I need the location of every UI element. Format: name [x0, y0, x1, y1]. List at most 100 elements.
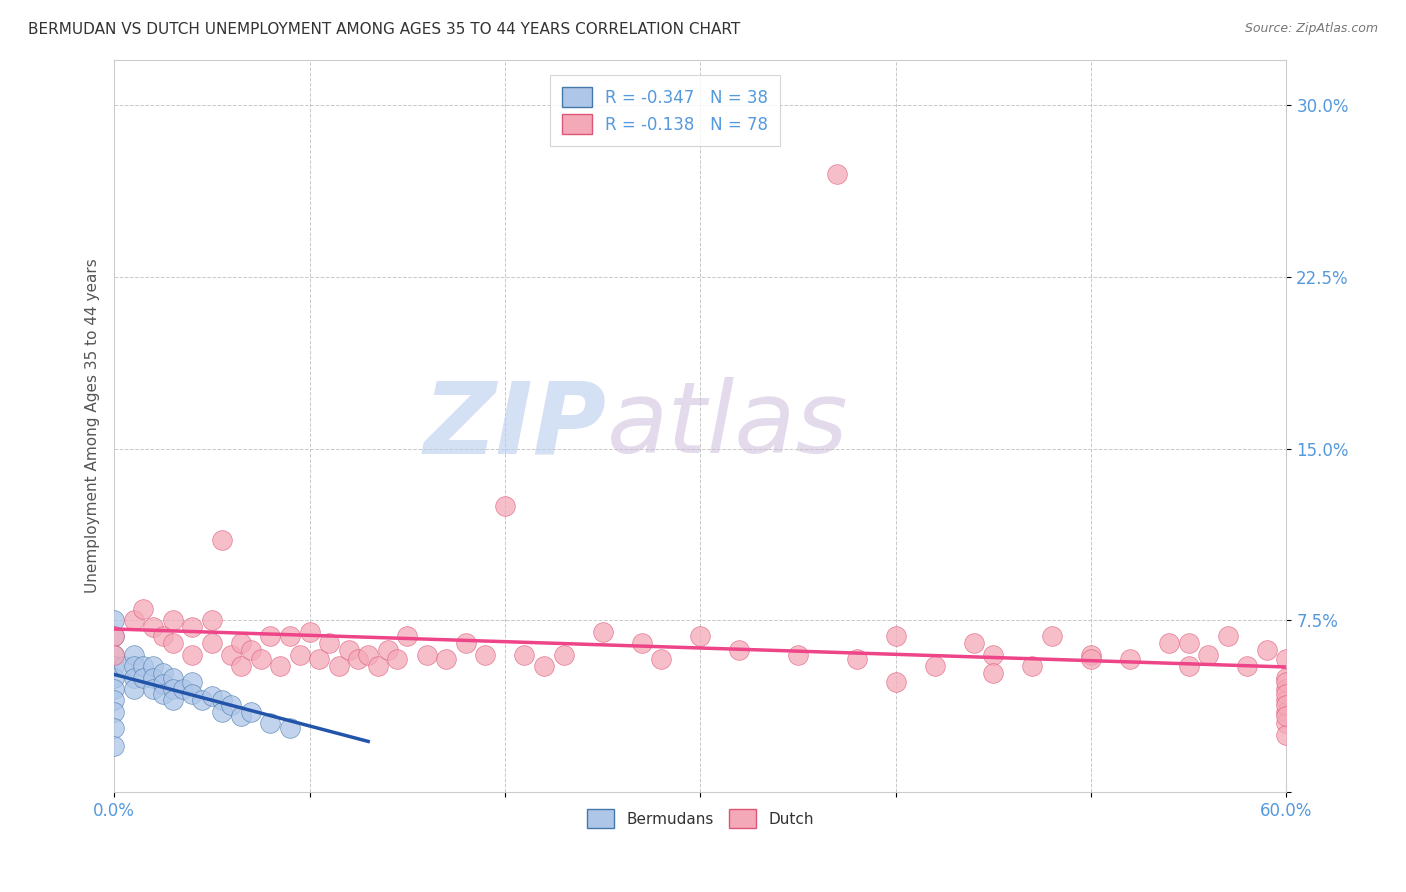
Text: atlas: atlas [606, 377, 848, 475]
Point [103, 693, 125, 707]
Point [162, 693, 184, 707]
Point [1119, 652, 1142, 666]
Point [181, 687, 204, 701]
Point [357, 648, 380, 662]
Point [630, 636, 652, 650]
Point [142, 671, 165, 685]
Point [103, 671, 125, 685]
Point [474, 648, 496, 662]
Point [221, 648, 243, 662]
Point [152, 629, 174, 643]
Point [103, 705, 125, 719]
Point [103, 629, 125, 643]
Point [249, 652, 271, 666]
Text: Source: ZipAtlas.com: Source: ZipAtlas.com [1244, 22, 1378, 36]
Point [308, 652, 330, 666]
Point [689, 629, 711, 643]
Point [132, 671, 155, 685]
Point [231, 659, 253, 673]
Point [122, 613, 145, 627]
Point [1275, 709, 1298, 723]
Point [298, 624, 321, 639]
Point [152, 687, 174, 701]
Point [1275, 675, 1298, 690]
Point [1275, 698, 1298, 712]
Point [181, 648, 204, 662]
Point [1256, 643, 1278, 657]
Point [152, 677, 174, 691]
Point [1275, 728, 1298, 742]
Point [162, 681, 184, 696]
Point [239, 705, 262, 719]
Point [1178, 659, 1201, 673]
Point [434, 652, 457, 666]
Point [103, 739, 125, 754]
Point [494, 499, 516, 513]
Legend: Bermudans, Dutch: Bermudans, Dutch [579, 802, 821, 836]
Point [787, 648, 810, 662]
Point [1021, 659, 1043, 673]
Point [367, 659, 389, 673]
Point [728, 643, 751, 657]
Point [239, 643, 262, 657]
Point [1080, 652, 1102, 666]
Point [1159, 636, 1181, 650]
Point [416, 648, 439, 662]
Point [142, 681, 165, 696]
Point [162, 636, 184, 650]
Point [650, 652, 672, 666]
Point [1080, 648, 1102, 662]
Point [278, 721, 301, 735]
Point [1216, 629, 1239, 643]
Point [825, 167, 848, 181]
Point [377, 643, 399, 657]
Point [513, 648, 536, 662]
Point [211, 693, 233, 707]
Point [269, 659, 291, 673]
Point [1178, 636, 1201, 650]
Point [318, 636, 340, 650]
Point [211, 533, 233, 548]
Text: BERMUDAN VS DUTCH UNEMPLOYMENT AMONG AGES 35 TO 44 YEARS CORRELATION CHART: BERMUDAN VS DUTCH UNEMPLOYMENT AMONG AGE… [28, 22, 741, 37]
Point [162, 671, 184, 685]
Point [231, 709, 253, 723]
Point [122, 681, 145, 696]
Point [259, 716, 281, 731]
Point [181, 675, 204, 690]
Point [347, 652, 370, 666]
Point [337, 643, 360, 657]
Point [132, 602, 155, 616]
Point [201, 689, 224, 703]
Point [845, 652, 868, 666]
Point [983, 665, 1005, 680]
Point [1275, 693, 1298, 707]
Point [103, 659, 125, 673]
Point [122, 648, 145, 662]
Point [231, 636, 253, 650]
Point [1275, 687, 1298, 701]
Point [103, 613, 125, 627]
Point [211, 705, 233, 719]
Point [221, 698, 243, 712]
Point [162, 613, 184, 627]
Point [884, 675, 907, 690]
Point [1275, 652, 1298, 666]
Point [533, 659, 555, 673]
Point [132, 659, 155, 673]
Point [983, 648, 1005, 662]
Point [1275, 716, 1298, 731]
Point [142, 620, 165, 634]
Point [396, 629, 419, 643]
Point [122, 659, 145, 673]
Point [924, 659, 946, 673]
Point [454, 636, 477, 650]
Point [387, 652, 409, 666]
Point [103, 721, 125, 735]
Point [112, 659, 135, 673]
Point [103, 648, 125, 662]
Point [288, 648, 311, 662]
Point [1197, 648, 1219, 662]
Point [328, 659, 350, 673]
Text: ZIP: ZIP [423, 377, 606, 475]
Point [1275, 671, 1298, 685]
